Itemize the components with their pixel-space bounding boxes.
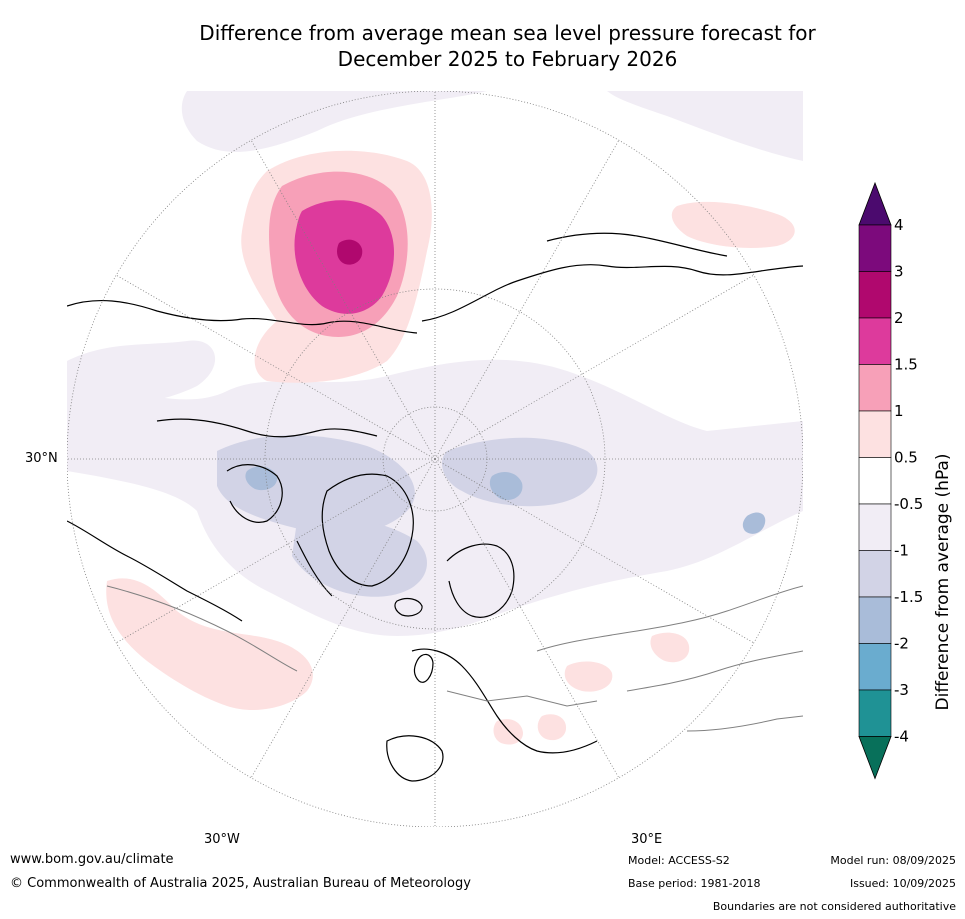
anomaly-region-pos-balkans (564, 661, 613, 692)
coastline-scandinavia (446, 543, 515, 618)
positive-anomaly-regions (106, 150, 795, 745)
colorbar-tick-label: -2 (894, 635, 909, 653)
meridian-60w (115, 458, 436, 644)
colorbar-bands (858, 181, 892, 780)
anomaly-region-neg-kara (489, 471, 523, 501)
colorbar-extend-high (858, 181, 892, 226)
anomaly-region-pos-greece (537, 714, 567, 741)
anomaly-region-neg-northpacific (67, 340, 216, 408)
anomaly-region-neg-barents (442, 437, 598, 507)
copyright-notice: © Commonwealth of Australia 2025, Austra… (10, 876, 471, 891)
colorbar-tick-label: 3 (894, 263, 904, 281)
coastline-iberia (386, 735, 444, 782)
boundary-canada-us (106, 585, 298, 672)
colorbar-tick-label: -1.5 (894, 588, 923, 606)
colorbar-tick-label: 4 (894, 216, 904, 234)
anomaly-region-pos-siberia-ne (671, 201, 795, 248)
colorbar-band (858, 689, 892, 737)
colorbar-tick-label: 1 (894, 402, 904, 420)
boundary-russia-southern (536, 585, 803, 652)
coastlines (67, 232, 803, 782)
coastline-uk (413, 653, 434, 683)
pressure-anomaly-map (67, 91, 803, 827)
colorbar-tick-label: -0.5 (894, 495, 923, 513)
meridian-30w (250, 458, 436, 779)
anomaly-region-neg-broad (67, 359, 803, 636)
coastline-alaska (67, 299, 418, 334)
anomaly-region-neg-hudson (245, 466, 278, 491)
meridian-150e (434, 139, 620, 460)
coastline-siberia-north (421, 264, 803, 322)
colorbar-title: Difference from average (hPa) (933, 454, 953, 711)
negative-anomaly-regions (67, 91, 803, 636)
colorbar-tick-label: 2 (894, 309, 904, 327)
colorbar-band (858, 457, 892, 505)
graticule (67, 91, 803, 827)
disclaimer-label: Boundaries are not considered authoritat… (712, 900, 956, 913)
latitude-circle-60 (264, 288, 606, 630)
issued-label: Issued: 10/09/2025 (849, 877, 956, 890)
base-period-label: Base period: 1981-2018 (628, 877, 761, 890)
anomaly-region-pos-pacific-sw (106, 578, 313, 711)
meridian-150w (250, 139, 436, 460)
meridian-60e (434, 458, 755, 644)
colorbar-tick-label: -1 (894, 542, 909, 560)
colorbar-tick-label: 1.5 (894, 356, 918, 374)
model-label: Model: ACCESS-S2 (628, 854, 730, 867)
meridian-120w (115, 274, 436, 460)
colorbar-band (858, 271, 892, 319)
colorbar-band (858, 317, 892, 365)
anomaly-region-pos-kazakhstan (650, 632, 690, 663)
colorbar: 4 3 2 1.5 1 0.5 -0.5 -1 -1.5 -2 -3 -4 Difference fr… (858, 181, 953, 780)
graticule-label-30w: 30°W (204, 832, 240, 847)
graticule-label-30n: 30°N (25, 451, 58, 466)
colorbar-tick-label: -3 (894, 681, 909, 699)
boundary-europe-grid (446, 690, 598, 707)
coastline-hudson (226, 464, 283, 523)
coastline-siberia-east (546, 232, 728, 257)
colorbar-band (858, 503, 892, 551)
colorbar-band (858, 550, 892, 598)
colorbar-band (858, 224, 892, 272)
colorbar-tick-label: 0.5 (894, 449, 918, 467)
boundary-kazakhstan (626, 650, 803, 692)
colorbar-band (858, 643, 892, 691)
country-boundaries (106, 585, 803, 732)
anomaly-region-neg-siberia (742, 512, 766, 534)
title-line-2: December 2025 to February 2026 (337, 47, 678, 71)
colorbar-band (858, 364, 892, 412)
graticule-label-30e: 30°E (631, 832, 663, 847)
map-title: Difference from average mean sea level p… (0, 20, 965, 72)
boundary-mongolia-china (686, 715, 803, 732)
anomaly-region-neg-topright (607, 91, 803, 161)
model-run-label: Model run: 08/09/2025 (830, 854, 956, 867)
coastline-labrador (296, 540, 333, 597)
title-line-1: Difference from average mean sea level p… (199, 21, 816, 45)
colorbar-tick-labels: 4 3 2 1.5 1 0.5 -0.5 -1 -1.5 -2 -3 -4 (894, 216, 923, 746)
colorbar-band (858, 410, 892, 458)
coastline-canada-west (67, 520, 243, 622)
colorbar-band (858, 596, 892, 644)
anomaly-region-neg-canada (217, 435, 415, 535)
coastline-iceland (394, 597, 423, 617)
coastline-canada-arctic (156, 418, 378, 438)
anomaly-region-neg-greenland (292, 517, 427, 597)
meridian-120e (434, 274, 755, 460)
anomaly-region-pos-aleutian-2 (337, 239, 363, 265)
coastline-europe (411, 648, 598, 754)
colorbar-extend-low (858, 736, 892, 780)
coastline-greenland (321, 473, 414, 587)
meridian-30e (434, 458, 620, 779)
website-link[interactable]: www.bom.gov.au/climate (10, 852, 174, 867)
colorbar-tick-label: -4 (894, 728, 909, 746)
